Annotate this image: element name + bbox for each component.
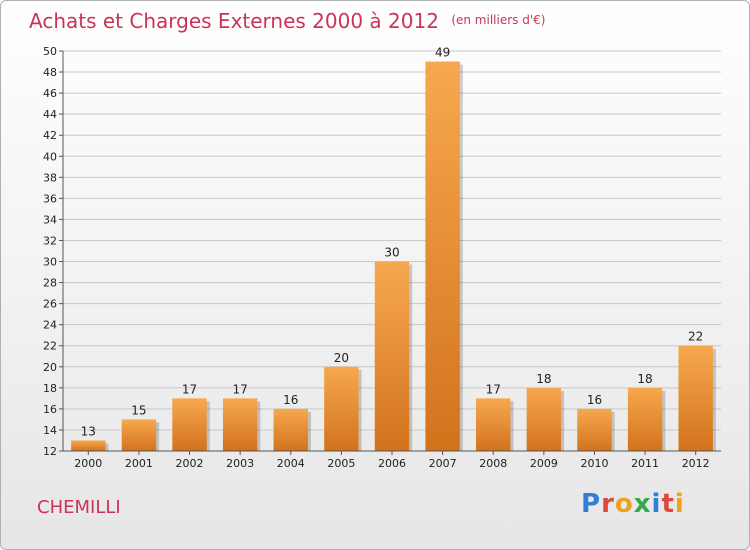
- bar-2011: [627, 387, 663, 451]
- x-tick-label: 2005: [327, 457, 355, 470]
- y-tick-label: 44: [43, 108, 57, 121]
- bar-value-label: 16: [587, 393, 602, 407]
- x-tick-label: 2000: [74, 457, 102, 470]
- bar-value-label: 30: [384, 246, 399, 260]
- y-tick-label: 26: [43, 298, 57, 311]
- bar-2010: [577, 408, 612, 451]
- y-tick-label: 48: [43, 66, 57, 79]
- bar-value-label: 17: [486, 382, 501, 396]
- bar-2006: [374, 261, 410, 451]
- y-tick-label: 40: [43, 150, 57, 163]
- logo-letter: i: [674, 489, 685, 519]
- bars: 13 15 17 17 16 20 30 49 17 18 16 18 22: [71, 46, 716, 452]
- x-tick-label: 2006: [378, 457, 406, 470]
- logo-letter: i: [651, 489, 662, 519]
- chart-subtitle: (en milliers d'€): [451, 13, 546, 27]
- logo-letter: r: [601, 489, 615, 519]
- bar-value-label: 18: [536, 372, 551, 386]
- x-tick-label: 2012: [682, 457, 710, 470]
- bar-2008: [476, 398, 511, 451]
- y-tick-label: 36: [43, 192, 57, 205]
- bar-2012: [678, 345, 713, 451]
- y-tick-label: 14: [43, 424, 57, 437]
- bar-value-label: 15: [131, 403, 146, 417]
- bar-2007: [425, 61, 460, 452]
- logo-letter: o: [614, 489, 634, 519]
- city-name: CHEMILLI: [37, 497, 121, 518]
- x-tick-label: 2010: [580, 457, 608, 470]
- x-tick-label: 2003: [226, 457, 254, 470]
- logo-letter: t: [661, 489, 675, 519]
- y-axis-ticks: 12 14 16 18 20 22 24 26 28 30 32 34 36 38 40 42 44 46 48 50: [43, 45, 63, 458]
- y-tick-label: 34: [43, 213, 57, 226]
- bar-value-label: 49: [435, 46, 450, 60]
- x-tick-label: 2001: [125, 457, 153, 470]
- x-tick-label: 2004: [277, 457, 305, 470]
- bar-2004: [273, 408, 308, 451]
- bar-value-label: 22: [688, 330, 703, 344]
- bar-value-label: 20: [334, 351, 349, 365]
- y-tick-label: 20: [43, 361, 57, 374]
- bar-2003: [222, 398, 258, 451]
- y-tick-label: 24: [43, 319, 57, 332]
- bar-2009: [526, 387, 562, 451]
- x-tick-label: 2008: [479, 457, 507, 470]
- y-tick-label: 28: [43, 277, 57, 290]
- x-axis-ticks: 2000 2001 2002 2003 2004 2005 2006 2007 2008 2009…: [74, 451, 710, 470]
- y-tick-label: 12: [43, 445, 57, 458]
- y-tick-label: 30: [43, 256, 57, 269]
- y-tick-label: 16: [43, 403, 57, 416]
- bar-2001: [121, 419, 157, 451]
- bar-value-label: 17: [182, 382, 197, 396]
- y-tick-label: 46: [43, 87, 57, 100]
- chart-title: Achats et Charges Externes 2000 à 2012 (…: [29, 9, 545, 33]
- x-tick-label: 2002: [176, 457, 204, 470]
- bar-2005: [324, 366, 359, 451]
- bar-value-label: 13: [81, 424, 96, 438]
- x-tick-label: 2011: [631, 457, 659, 470]
- bar-value-label: 17: [233, 382, 248, 396]
- y-tick-label: 32: [43, 234, 57, 247]
- x-tick-label: 2009: [530, 457, 558, 470]
- y-tick-label: 38: [43, 171, 57, 184]
- y-tick-label: 50: [43, 45, 57, 58]
- bar-2000: [71, 440, 106, 451]
- bar-2002: [172, 398, 207, 451]
- logo-letter: x: [633, 489, 652, 519]
- y-tick-label: 42: [43, 129, 57, 142]
- bar-value-label: 16: [283, 393, 298, 407]
- x-tick-label: 2007: [429, 457, 457, 470]
- y-tick-label: 18: [43, 382, 57, 395]
- logo-letter: P: [581, 489, 602, 519]
- proxiti-logo[interactable]: Proxiti: [581, 489, 685, 519]
- bar-value-label: 18: [637, 372, 652, 386]
- y-tick-label: 22: [43, 340, 57, 353]
- chart-title-text: Achats et Charges Externes 2000 à 2012: [29, 9, 439, 33]
